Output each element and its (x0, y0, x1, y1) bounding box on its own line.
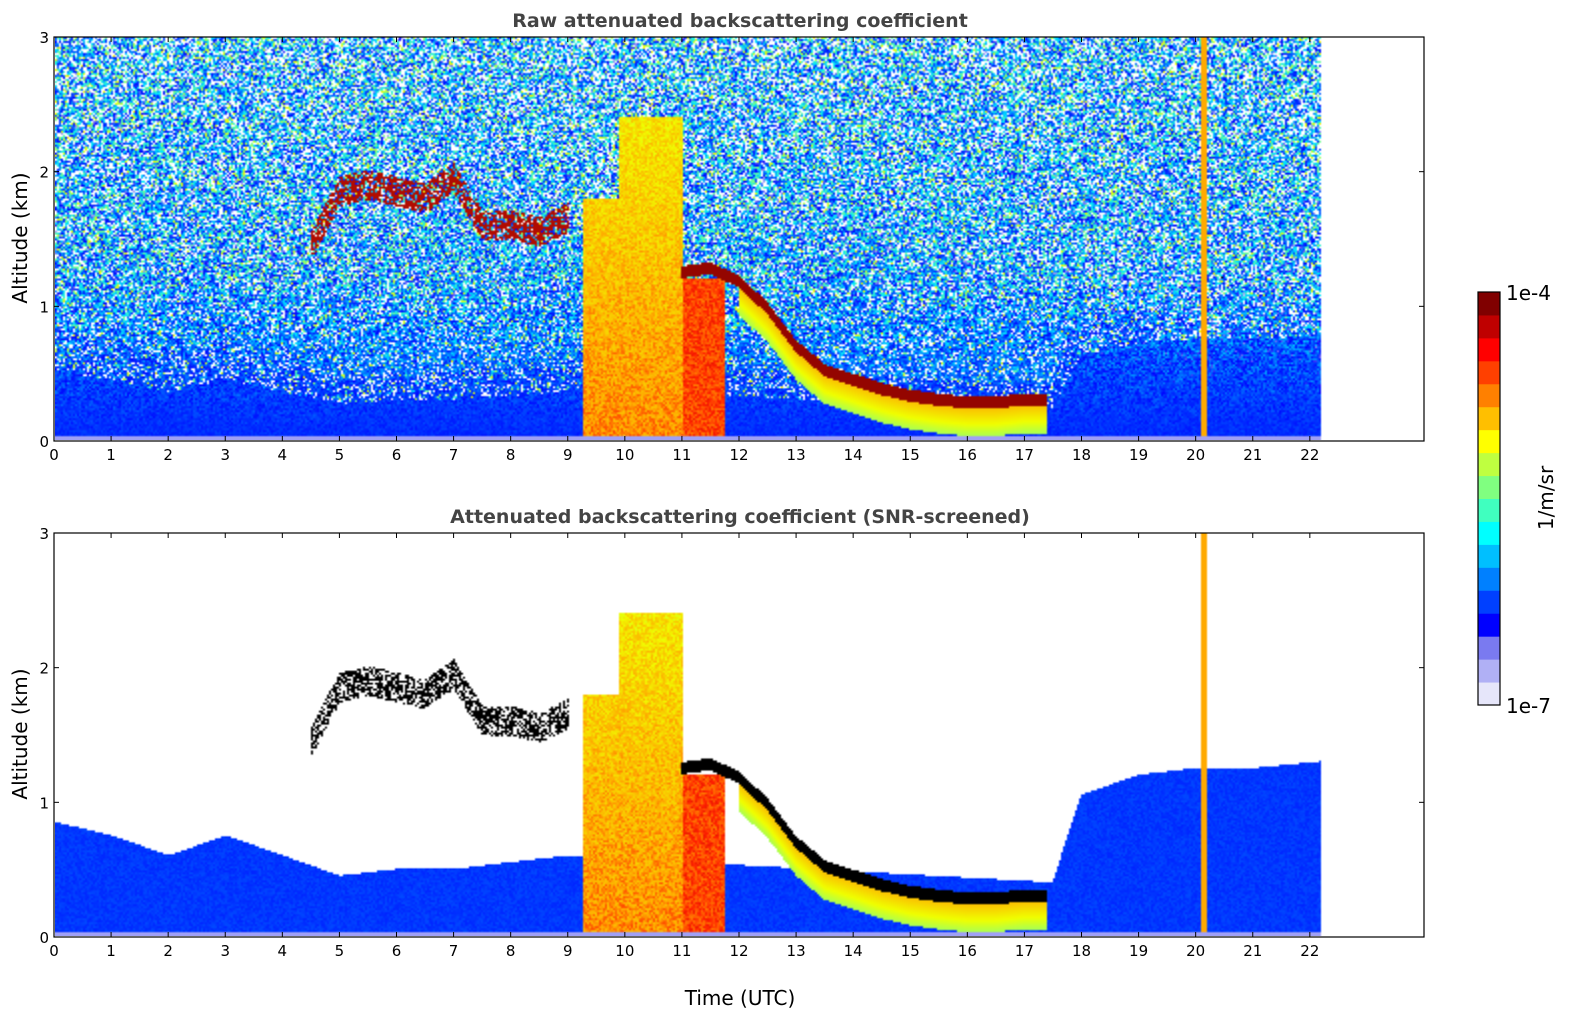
colorbar-step (1478, 567, 1500, 591)
x-tick-label: 0 (49, 942, 59, 960)
x-tick-label: 8 (506, 942, 516, 960)
x-tick-label: 1 (106, 446, 116, 464)
top-panel-title: Raw attenuated backscattering coefficien… (512, 10, 968, 32)
top-panel: Raw attenuated backscattering coefficien… (8, 10, 1425, 464)
x-tick-label: 21 (1243, 942, 1262, 960)
colorbar-frame (1477, 291, 1501, 706)
x-tick-label: 3 (220, 446, 230, 464)
colorbar-step (1478, 360, 1500, 385)
y-tick-label: 0 (39, 433, 49, 451)
x-tick-label: 1 (106, 942, 116, 960)
x-tick-label: 2 (163, 942, 173, 960)
x-tick-label: 6 (392, 446, 402, 464)
bottom-panel-xlabel: Time (UTC) (684, 986, 796, 1010)
x-tick-label: 17 (1015, 446, 1034, 464)
x-tick-label: 10 (615, 942, 634, 960)
x-tick-label: 22 (1300, 446, 1319, 464)
x-tick-label: 5 (335, 446, 345, 464)
top-heatmap-image (55, 37, 1423, 440)
colorbar-step (1478, 383, 1500, 408)
bottom-panel-ylabel: Altitude (km) (8, 668, 32, 799)
colorbar-steps (1478, 292, 1500, 706)
bottom-heatmap (55, 533, 1423, 936)
x-tick-label: 9 (563, 942, 573, 960)
colorbar-step (1478, 544, 1500, 568)
x-tick-label: 3 (220, 942, 230, 960)
x-tick-label: 22 (1300, 942, 1319, 960)
colorbar-step (1478, 659, 1500, 683)
colorbar-step (1478, 452, 1500, 477)
bottom-heatmap-image (55, 533, 1423, 936)
x-tick-label: 16 (958, 942, 977, 960)
top-heatmap (55, 37, 1423, 440)
bottom-panel: Attenuated backscattering coefficient (S… (8, 506, 1425, 1010)
x-tick-label: 4 (278, 446, 288, 464)
colorbar-unit-label: 1/m/sr (1534, 465, 1558, 530)
x-tick-label: 15 (901, 942, 920, 960)
colorbar-max-label: 1e-4 (1506, 281, 1551, 305)
x-tick-label: 11 (672, 942, 691, 960)
x-tick-label: 19 (1129, 942, 1148, 960)
bottom-panel-title: Attenuated backscattering coefficient (S… (450, 506, 1030, 528)
x-tick-label: 12 (729, 942, 748, 960)
colorbar-step (1478, 682, 1500, 706)
x-tick-label: 11 (672, 446, 691, 464)
x-tick-label: 5 (335, 942, 345, 960)
x-tick-label: 17 (1015, 942, 1034, 960)
x-tick-label: 2 (163, 446, 173, 464)
x-tick-label: 7 (449, 446, 459, 464)
y-tick-label: 2 (39, 660, 49, 678)
colorbar-step (1478, 613, 1500, 637)
x-tick-label: 16 (958, 446, 977, 464)
x-tick-label: 18 (1072, 446, 1091, 464)
x-tick-label: 19 (1129, 446, 1148, 464)
x-tick-label: 21 (1243, 446, 1262, 464)
x-tick-label: 20 (1186, 942, 1205, 960)
top-panel-ylabel: Altitude (km) (8, 172, 32, 303)
x-tick-label: 8 (506, 446, 516, 464)
x-tick-label: 15 (901, 446, 920, 464)
x-tick-label: 10 (615, 446, 634, 464)
x-tick-label: 14 (844, 446, 863, 464)
x-tick-label: 9 (563, 446, 573, 464)
x-tick-label: 13 (787, 942, 806, 960)
colorbar-step (1478, 498, 1500, 522)
y-tick-label: 1 (39, 794, 49, 812)
colorbar-step (1478, 636, 1500, 660)
x-tick-label: 7 (449, 942, 459, 960)
y-tick-label: 0 (39, 929, 49, 947)
colorbar-step (1478, 590, 1500, 614)
colorbar-step (1478, 337, 1500, 362)
y-tick-label: 1 (39, 298, 49, 316)
x-tick-label: 14 (844, 942, 863, 960)
y-tick-label: 2 (39, 164, 49, 182)
colorbar-step (1478, 292, 1500, 316)
x-tick-label: 13 (787, 446, 806, 464)
x-tick-label: 6 (392, 942, 402, 960)
colorbar-step (1478, 429, 1500, 454)
x-tick-label: 18 (1072, 942, 1091, 960)
colorbar-step (1478, 521, 1500, 545)
x-tick-label: 4 (278, 942, 288, 960)
y-tick-label: 3 (39, 525, 49, 543)
x-tick-label: 0 (49, 446, 59, 464)
colorbar-step (1478, 406, 1500, 431)
colorbar-min-label: 1e-7 (1506, 694, 1551, 718)
colorbar: 1e-4 1e-7 1/m/sr (1477, 281, 1558, 718)
x-tick-label: 12 (729, 446, 748, 464)
colorbar-step (1478, 314, 1500, 339)
colorbar-step (1478, 475, 1500, 499)
y-tick-label: 3 (39, 29, 49, 47)
x-tick-label: 20 (1186, 446, 1205, 464)
